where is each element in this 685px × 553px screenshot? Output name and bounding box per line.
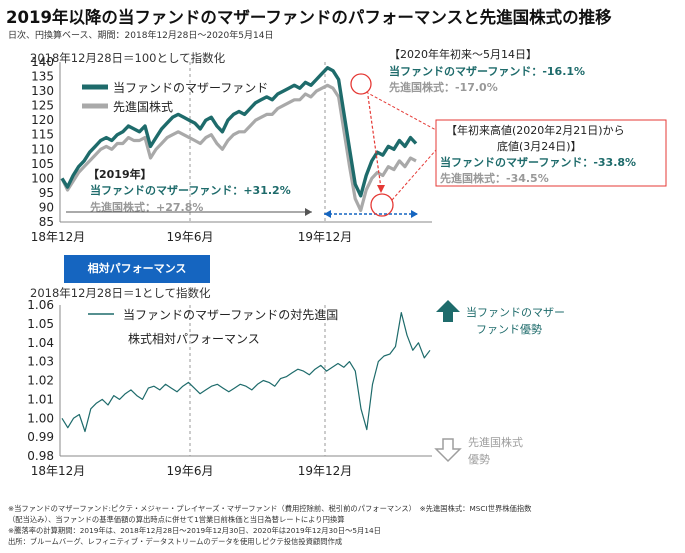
footnote-2: （配当込み）、当ファンドの基準価額の算出時点に併せて1営業日前株価と当日為替レー… xyxy=(8,515,345,524)
y-tick-label: 105 xyxy=(31,157,54,171)
arrow-2019-head xyxy=(305,208,312,216)
trough-leader xyxy=(391,149,437,201)
x-tick-label: 19年6月 xyxy=(167,464,214,478)
y-tick-label: 115 xyxy=(31,128,54,142)
footnotes: ※当ファンドのマザーファンド:ピクテ・メジャー・プレイヤーズ・マザーファンド（費… xyxy=(8,503,678,547)
relative-performance-badge: 相対パフォーマンス xyxy=(64,255,210,283)
drawdown-title1: 【年初来高値(2020年2月21日)から xyxy=(446,123,625,137)
arrow-2020-head-left xyxy=(324,210,331,218)
y-tick-label: 110 xyxy=(31,142,54,156)
bottom-chart-axis: 0.98 0.99 1.00 1.01 1.02 1.03 1.04 1.05 1.06 18年1… xyxy=(27,298,432,478)
up-arrow-icon xyxy=(436,300,460,322)
footnote-3: ※騰落率の計算期間：2019年は、2018年12月28日～2019年12月30日… xyxy=(8,526,381,535)
x-tick-label: 18年12月 xyxy=(31,464,86,478)
legend-relative-label2: 株式相対パフォーマンス xyxy=(128,331,260,346)
box2019-fund: 当ファンドのマザーファンド：+31.2% xyxy=(90,183,291,197)
y-tick-label: 0.98 xyxy=(27,449,54,463)
down-arrow-icon xyxy=(434,438,462,463)
x-tick-label: 19年12月 xyxy=(298,230,353,244)
x-tick-label: 19年12月 xyxy=(298,464,353,478)
drawdown-title2: 底値(3月24日)】 xyxy=(497,139,582,153)
drawdown-benchmark: 先進国株式：-34.5% xyxy=(440,171,549,185)
box2019-title: 【2019年】 xyxy=(88,167,152,181)
drop-arrow-head xyxy=(377,185,385,193)
legend-fund-label: 当ファンドのマザーファンド xyxy=(113,81,268,95)
boxytd-fund: 当ファンドのマザーファンド：-16.1% xyxy=(389,64,585,78)
y-tick-label: 1.01 xyxy=(27,392,54,406)
x-tick-label: 18年12月 xyxy=(31,230,86,244)
peak-circle xyxy=(350,73,372,95)
drawdown-box xyxy=(435,119,667,187)
series-line-1 xyxy=(60,83,417,212)
arrow-2020-head-right xyxy=(411,210,418,218)
y-tick-label: 95 xyxy=(39,186,54,200)
x-tick-label: 19年6月 xyxy=(167,230,214,244)
y-tick-label: 130 xyxy=(31,84,54,98)
boxytd-benchmark: 先進国株式：-17.0% xyxy=(389,80,498,94)
page-title: 2019年以降の当ファンドのマザーファンドのパフォーマンスと先進国株式の推移 xyxy=(6,8,612,27)
y-tick-label: 125 xyxy=(31,99,54,113)
bottom-chart-series xyxy=(61,312,431,433)
footnote-4: 出所：ブルームバーグ、レフィニティブ・データストリームのデータを使用しピクテ投信… xyxy=(8,537,343,546)
peak-leader xyxy=(365,91,437,131)
legend-relative-label1: 当ファンドのマザーファンドの対先進国 xyxy=(123,308,338,322)
box2019-benchmark: 先進国株式：+27.8% xyxy=(90,200,203,214)
y-tick-label: 1.02 xyxy=(27,374,54,388)
series-line-1 xyxy=(61,312,431,433)
y-tick-label: 85 xyxy=(39,215,54,229)
legend-benchmark-label: 先進国株式 xyxy=(113,99,173,114)
boxytd-title: 【2020年年初来～5月14日】 xyxy=(389,47,537,61)
y-tick-label: 0.99 xyxy=(27,430,54,444)
y-tick-label: 100 xyxy=(31,171,54,185)
y-tick-label: 135 xyxy=(31,70,54,84)
y-tick-label: 140 xyxy=(31,55,54,69)
bottom-index-note: 2018年12月28日＝1として指数化 xyxy=(30,286,211,300)
y-tick-label: 90 xyxy=(39,200,54,214)
drawdown-fund: 当ファンドのマザーファンド：-33.8% xyxy=(440,155,636,169)
top-chart-series xyxy=(60,66,418,212)
y-tick-label: 120 xyxy=(31,113,54,127)
trough-circle xyxy=(370,193,394,217)
drop-arrow-line xyxy=(367,95,382,189)
y-tick-label: 1.03 xyxy=(27,355,54,369)
subtitle: 日次、円換算ベース、期間：2018年12月28日～2020年5月14日 xyxy=(8,31,274,41)
y-tick-label: 1.06 xyxy=(27,298,54,312)
y-tick-label: 1.00 xyxy=(27,411,54,425)
series-line-2 xyxy=(60,66,418,198)
up-label1: 当ファンドのマザー xyxy=(466,305,565,319)
down-label1: 先進国株式 xyxy=(468,435,523,449)
up-label2: ファンド優勢 xyxy=(476,322,542,336)
footnote-1: ※当ファンドのマザーファンド:ピクテ・メジャー・プレイヤーズ・マザーファンド（費… xyxy=(8,504,532,513)
down-label2: 優勢 xyxy=(468,452,490,466)
top-index-note: 2018年12月28日＝100として指数化 xyxy=(30,51,226,65)
y-tick-label: 1.04 xyxy=(27,336,54,350)
y-tick-label: 1.05 xyxy=(27,317,54,331)
